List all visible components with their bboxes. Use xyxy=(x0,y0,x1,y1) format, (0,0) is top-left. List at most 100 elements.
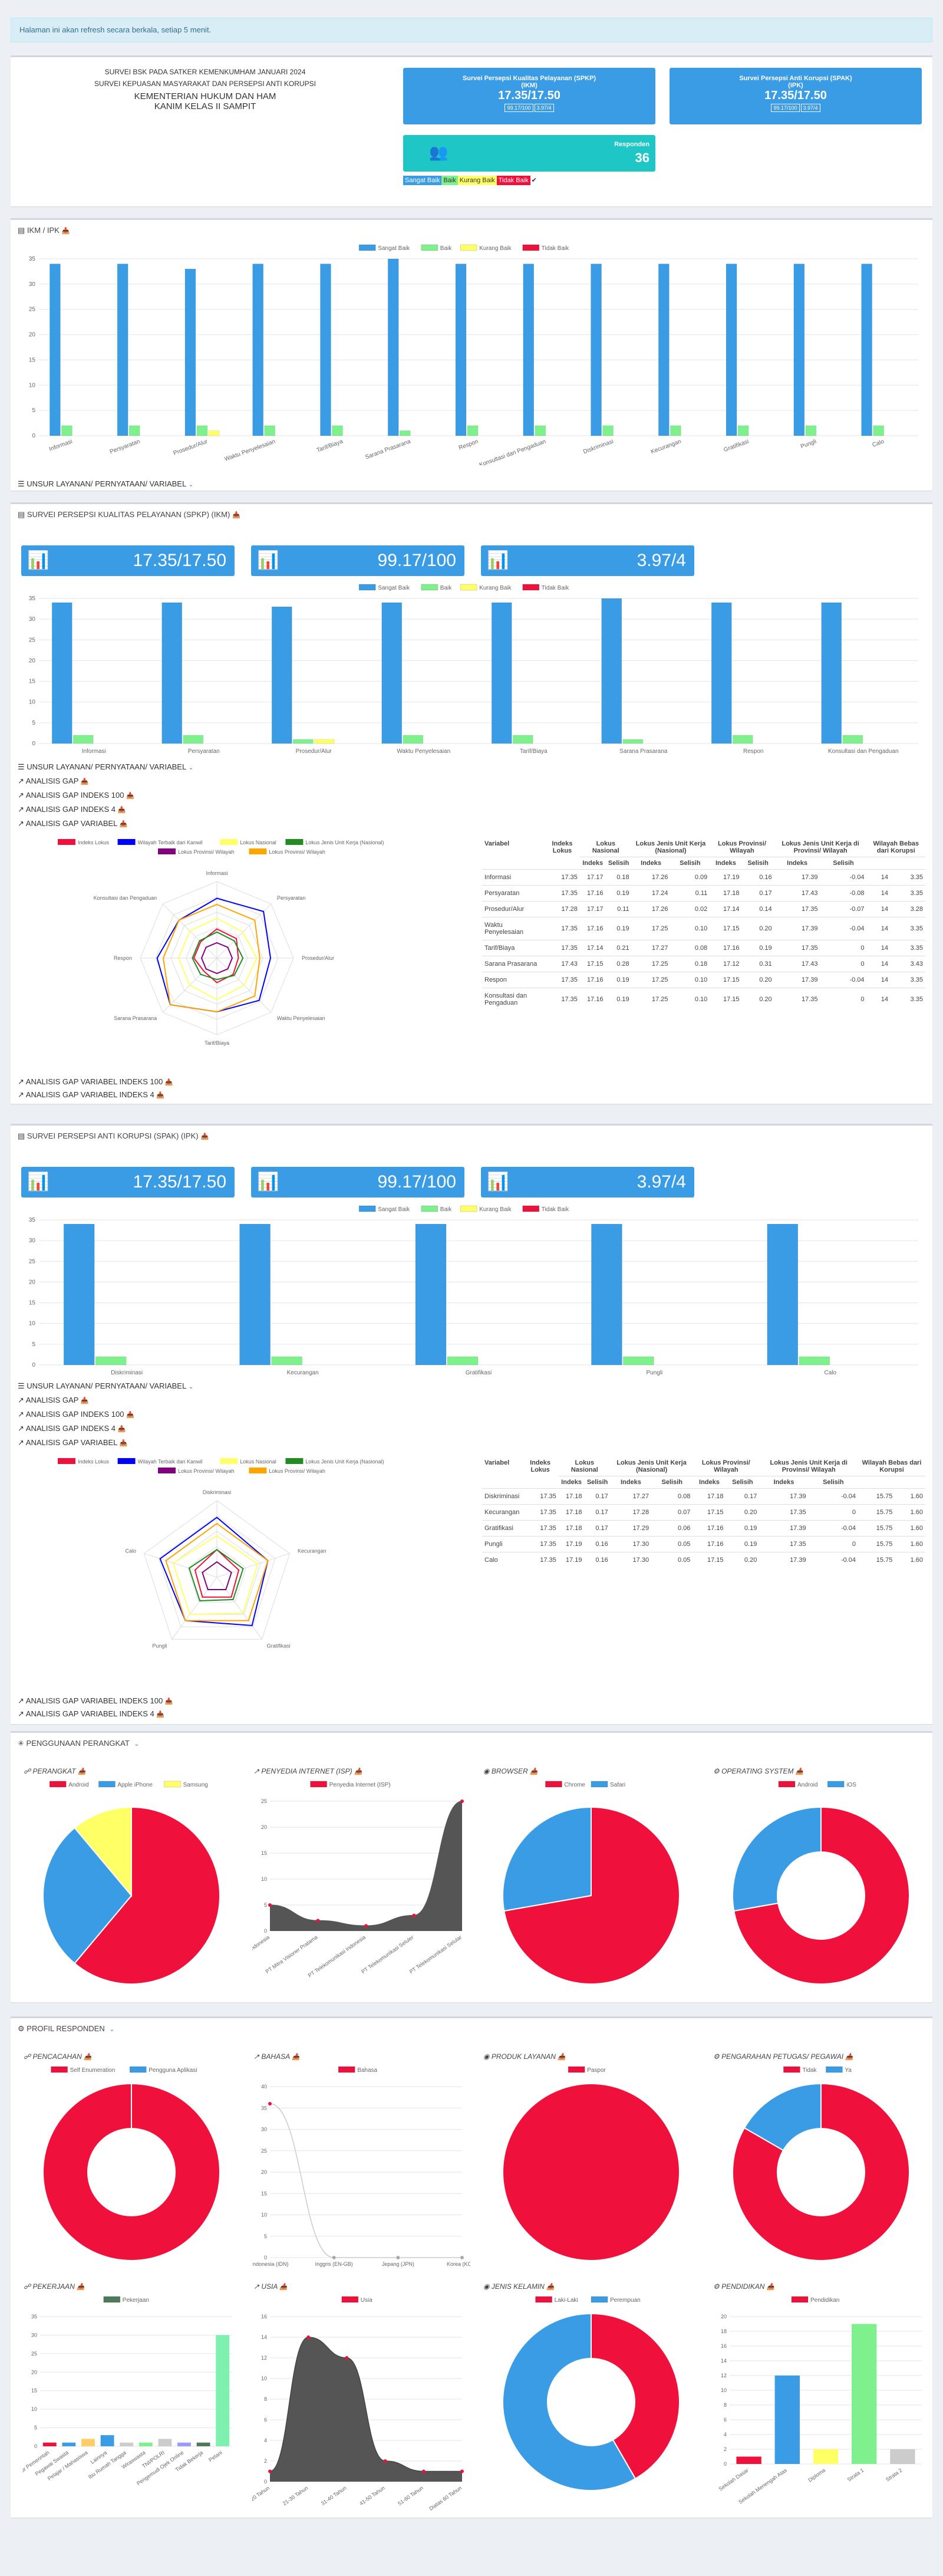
series-line xyxy=(269,1801,463,1926)
spkp-unsur-toggle[interactable]: ☰ UNSUR LAYANAN/ PERNYATAAN/ VARIABEL ⌄ xyxy=(18,762,194,771)
bar-chart-icon: 📊 xyxy=(487,551,509,570)
spak-gap-table: Variabel Indeks Lokus Lokus Nasional Lokus … xyxy=(482,1457,925,1568)
gap-cell: 0.07 xyxy=(651,1504,693,1521)
produk-pie-chart: Paspor xyxy=(502,2066,680,2261)
y-tick-label: 5 xyxy=(32,1341,35,1348)
gap-cell: 3.35 xyxy=(891,972,925,988)
unsur-toggle[interactable]: ☰ UNSUR LAYANAN/ PERNYATAAN/ VARIABEL ⌄ xyxy=(18,479,194,488)
ikm-ipk-title: IKM / IPK xyxy=(27,226,60,235)
gap-cell: 0.18 xyxy=(605,869,632,886)
gap-cell: 14 xyxy=(866,869,891,886)
export-icon[interactable]: 📥 xyxy=(530,1768,538,1775)
gap-cell: 0.20 xyxy=(741,917,774,940)
gap-cell: 1.60 xyxy=(895,1552,925,1568)
spak-gapvar4-link[interactable]: ↗ ANALISIS GAP VARIABEL INDEKS 4 📥 xyxy=(18,1709,165,1718)
y-tick-label: 35 xyxy=(261,2105,267,2111)
export-icon[interactable]: 📥 xyxy=(546,2284,555,2291)
legend-swatch xyxy=(338,2066,355,2073)
export-icon[interactable]: 📥 xyxy=(558,2054,566,2061)
spkp-stat-2: 📊 99.17/100 xyxy=(251,545,464,576)
col-selisih: Selisih xyxy=(741,857,774,870)
spak-gap100-link[interactable]: ↗ ANALISIS GAP INDEKS 100 📥 xyxy=(18,1410,134,1419)
bar xyxy=(271,606,292,744)
export-icon[interactable]: 📥 xyxy=(291,2054,300,2061)
doughnut-hole xyxy=(777,2128,865,2216)
bar xyxy=(622,739,644,744)
legend-label: Wilayah Terbaik dari Kanwil xyxy=(138,1459,203,1465)
spkp-gapvar100-link[interactable]: ↗ ANALISIS GAP VARIABEL INDEKS 100 📥 xyxy=(18,1077,173,1086)
export-icon[interactable]: 📥 xyxy=(845,2054,854,2061)
radar-series xyxy=(172,1535,259,1616)
gap-cell: Waktu Penyelesaian xyxy=(482,917,545,940)
legend-label: Indeks Lokus xyxy=(78,840,110,845)
y-tick-label: 15 xyxy=(31,2388,37,2394)
bar xyxy=(51,602,72,744)
export-icon[interactable]: 📥 xyxy=(354,1768,362,1775)
pengarahan-sub: ⚙ PENGARAHAN PETUGAS/ PEGAWAI 📥 xyxy=(713,2052,854,2061)
export-icon[interactable]: 📥 xyxy=(61,228,70,235)
spak-tile-sub: (IPK) xyxy=(788,82,803,89)
export-icon[interactable]: 📥 xyxy=(84,2054,92,2061)
gap-cell: 0.11 xyxy=(605,901,632,917)
gap-cell: 3.35 xyxy=(891,885,925,902)
export-icon[interactable]: 📥 xyxy=(77,2284,85,2291)
spak-tile[interactable]: Survei Persepsi Anti Korupsi (SPAK) (IPK… xyxy=(670,68,922,124)
export-icon[interactable]: 📥 xyxy=(200,1133,209,1140)
legend-swatch xyxy=(568,2066,585,2073)
x-tick-label: Strata 2 xyxy=(885,2467,904,2482)
gap-cell: 17.35 xyxy=(545,988,580,1011)
gapvar-label: ANALISIS GAP VARIABEL xyxy=(25,819,117,828)
respondent-tile[interactable]: 👥 Responden 36 xyxy=(403,135,655,172)
bar xyxy=(216,2335,230,2446)
chevron-down-icon[interactable]: ⌄ xyxy=(109,2026,115,2033)
y-tick-label: 0 xyxy=(32,1362,35,1368)
export-icon[interactable]: 📥 xyxy=(77,1768,86,1775)
gap-cell: 17.18 xyxy=(558,1520,585,1537)
gap-cell: 0.17 xyxy=(584,1488,611,1505)
spkp-stat-1-value: 17.35/17.50 xyxy=(133,551,226,570)
legend-label: Tidak xyxy=(802,2067,817,2074)
legend-label: Self Enumeration xyxy=(70,2067,116,2074)
spkp-gap-link[interactable]: ↗ ANALISIS GAP 📥 xyxy=(18,777,89,785)
legend-swatch xyxy=(522,584,540,591)
col-jenisprov: Lokus Jenis Unit Kerja di Provinsi/ Wila… xyxy=(774,838,867,857)
y-tick-label: 0 xyxy=(264,2255,267,2261)
y-tick-label: 10 xyxy=(29,699,36,706)
spkp-gapvar4-link[interactable]: ↗ ANALISIS GAP VARIABEL INDEKS 4 📥 xyxy=(18,1090,165,1099)
gap-cell: 17.30 xyxy=(610,1536,652,1552)
pie-slice xyxy=(502,2083,680,2261)
y-tick-label: 10 xyxy=(261,2376,267,2381)
gap100-label: ANALISIS GAP INDEKS 100 xyxy=(25,791,124,800)
export-icon[interactable]: 📥 xyxy=(795,1768,804,1775)
spak-stat-3: 📊 3.97/4 xyxy=(481,1167,694,1197)
x-tick-label: Informasi xyxy=(82,748,106,755)
gap-cell: 0.20 xyxy=(741,972,774,988)
spak-gap4-link[interactable]: ↗ ANALISIS GAP INDEKS 4 📥 xyxy=(18,1424,126,1433)
spkp-gapvar-link[interactable]: ↗ ANALISIS GAP VARIABEL 📥 xyxy=(18,819,128,828)
export-icon[interactable]: 📥 xyxy=(766,2284,775,2291)
export-icon[interactable]: 📥 xyxy=(232,512,240,519)
spkp-tile[interactable]: Survei Persepsi Kualitas Pelayanan (SPKP… xyxy=(403,68,655,124)
y-tick-label: 0 xyxy=(264,1928,267,1934)
spkp-gap4-link[interactable]: ↗ ANALISIS GAP INDEKS 4 📥 xyxy=(18,805,126,814)
y-tick-label: 35 xyxy=(29,596,36,602)
bar xyxy=(622,1356,654,1366)
data-point xyxy=(268,1903,272,1907)
y-tick-label: 5 xyxy=(32,720,35,726)
alert-text: Halaman ini akan refresh secara berkala,… xyxy=(19,25,212,34)
export-icon[interactable]: 📥 xyxy=(279,2284,288,2291)
spak-gap-link[interactable]: ↗ ANALISIS GAP 📥 xyxy=(18,1396,89,1404)
x-tick-label: Waktu Penyelesaian xyxy=(224,438,276,462)
spkp-gap100-link[interactable]: ↗ ANALISIS GAP INDEKS 100 📥 xyxy=(18,791,134,800)
spak-unsur-toggle[interactable]: ☰ UNSUR LAYANAN/ PERNYATAAN/ VARIABEL ⌄ xyxy=(18,1381,194,1390)
spak-gapvar100-link[interactable]: ↗ ANALISIS GAP VARIABEL INDEKS 100 📥 xyxy=(18,1696,173,1705)
spak-gapvar-link[interactable]: ↗ ANALISIS GAP VARIABEL 📥 xyxy=(18,1438,128,1447)
bar xyxy=(139,2442,153,2446)
y-tick-label: 20 xyxy=(31,2369,37,2375)
data-point xyxy=(316,1919,320,1923)
spak-stat-3-value: 3.97/4 xyxy=(637,1172,686,1192)
col-variabel: Variabel xyxy=(482,1457,522,1489)
legend-swatch xyxy=(117,1458,136,1464)
chevron-down-icon[interactable]: ⌄ xyxy=(134,1741,140,1748)
y-tick-label: 20 xyxy=(29,657,36,664)
